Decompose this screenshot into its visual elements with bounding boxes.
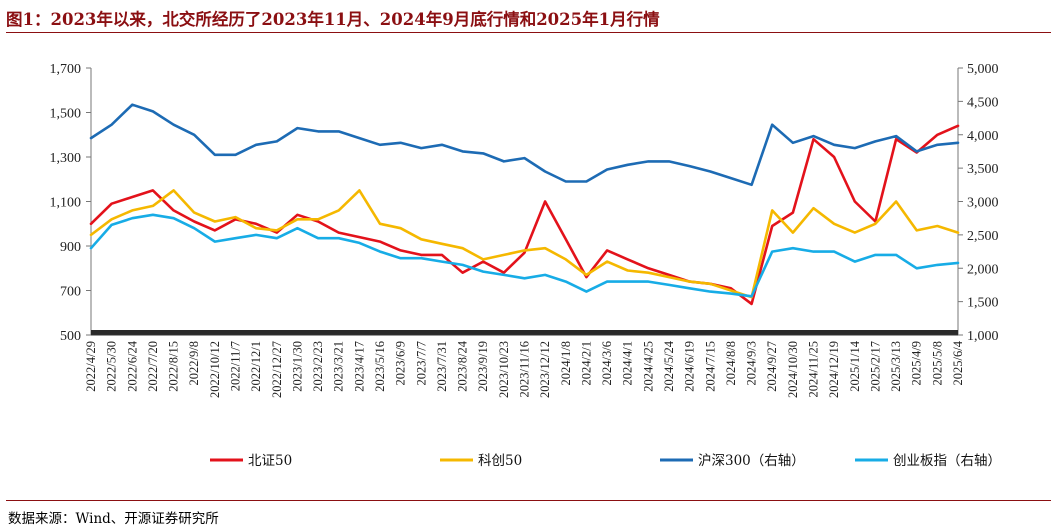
x-tick-label: 2024/3/6 [600, 341, 614, 385]
x-tick-label: 2022/6/24 [125, 340, 139, 391]
x-tick-label: 2024/10/30 [786, 341, 800, 398]
legend: 北证50 科创50 沪深300（右轴） 创业板指（右轴） [210, 453, 1001, 469]
x-tick-label: 2022/12/1 [249, 341, 263, 392]
x-tick-label: 2023/10/23 [497, 341, 511, 398]
x-tick-label: 2023/7/31 [435, 341, 449, 392]
series-line-0 [89, 124, 960, 306]
right-y-axis: 1,000 1,500 2,000 2,500 3,000 3,500 4,000 4,500… [958, 62, 999, 344]
x-tick-label: 2025/6/4 [951, 340, 965, 385]
x-tick-label: 2023/12/12 [538, 341, 552, 398]
right-y-tick-label: 3,000 [967, 196, 999, 211]
right-y-tick-label: 1,500 [967, 296, 999, 311]
series-line-1 [89, 189, 960, 299]
series-line-2 [89, 103, 960, 187]
right-y-tick-label: 3,500 [967, 162, 999, 177]
x-tick-label: 2022/7/20 [146, 341, 160, 392]
x-tick-label: 2025/1/14 [848, 340, 862, 391]
x-tick-label: 2023/9/19 [476, 341, 490, 392]
x-tick-label: 2022/8/15 [167, 341, 181, 392]
x-tick-label: 2024/7/15 [703, 341, 717, 392]
series-lines [89, 103, 960, 306]
x-tick-label: 2024/4/1 [621, 341, 635, 385]
x-tick-label: 2024/9/27 [765, 341, 779, 392]
x-tick-label: 2025/2/17 [868, 341, 882, 392]
left-y-tick-label: 1,500 [50, 107, 82, 122]
left-y-tick-label: 700 [60, 285, 81, 300]
left-y-tick-label: 1,700 [50, 62, 82, 77]
x-tick-label: 2022/9/8 [187, 341, 201, 385]
left-y-axis: 500 700 900 1,100 1,300 1,500 1,700 [50, 62, 91, 344]
x-tick-label: 2022/10/12 [208, 341, 222, 398]
x-tick-label: 2022/5/30 [105, 341, 119, 392]
x-tick-label: 2024/12/19 [827, 341, 841, 398]
title-divider [6, 32, 1051, 33]
plot-frame [90, 68, 959, 336]
right-y-tick-label: 2,000 [967, 262, 999, 277]
left-y-tick-label: 1,300 [50, 151, 82, 166]
x-tick-label: 2023/4/17 [352, 341, 366, 392]
x-tick-label: 2025/5/8 [930, 341, 944, 385]
x-tick-label: 2023/8/24 [456, 340, 470, 391]
x-tick-label: 2022/12/27 [270, 341, 284, 398]
x-tick-label: 2024/1/8 [559, 341, 573, 385]
x-tick-label: 2023/3/21 [332, 341, 346, 392]
x-tick-label: 2024/2/1 [579, 341, 593, 385]
right-y-tick-label: 4,000 [967, 129, 999, 144]
right-y-tick-label: 1,000 [967, 329, 999, 344]
x-tick-label: 2024/8/8 [724, 341, 738, 385]
x-tick-label: 2023/7/7 [414, 341, 428, 385]
x-tick-label: 2024/6/19 [683, 341, 697, 392]
x-tick-label: 2022/11/7 [229, 341, 243, 391]
legend-label-2: 沪深300（右轴） [698, 453, 805, 469]
source-note: 数据来源：Wind、开源证券研究所 [8, 511, 219, 527]
source-divider [6, 500, 1051, 501]
series-line-3 [89, 213, 960, 298]
chart-title: 图1：2023年以来，北交所经历了2023年11月、2024年9月底行情和202… [6, 10, 660, 29]
x-tick-label: 2023/2/23 [311, 341, 325, 392]
x-tick-label: 2024/5/24 [662, 340, 676, 391]
right-y-tick-label: 4,500 [967, 95, 999, 110]
x-tick-label: 2024/9/3 [745, 341, 759, 385]
right-y-tick-label: 2,500 [967, 229, 999, 244]
x-tick-label: 2024/4/25 [641, 341, 655, 392]
left-y-tick-label: 900 [60, 240, 81, 255]
x-tick-label: 2023/6/9 [394, 341, 408, 385]
legend-label-1: 科创50 [478, 453, 522, 469]
left-y-tick-label: 1,100 [50, 196, 82, 211]
left-y-tick-label: 500 [60, 329, 81, 344]
legend-label-0: 北证50 [248, 453, 292, 469]
x-axis-tick-band [91, 330, 958, 335]
x-axis: 2022/4/29 2022/5/30 2022/6/24 2022/7/20 2022… [84, 340, 965, 398]
right-y-tick-label: 5,000 [967, 62, 999, 77]
x-tick-label: 2023/1/30 [290, 341, 304, 392]
x-tick-label: 2025/4/9 [910, 341, 924, 385]
x-tick-label: 2023/5/16 [373, 341, 387, 392]
x-tick-label: 2022/4/29 [84, 341, 98, 392]
legend-label-3: 创业板指（右轴） [893, 453, 1001, 469]
x-tick-label: 2023/11/16 [518, 341, 532, 397]
x-tick-label: 2024/11/25 [807, 341, 821, 397]
x-tick-label: 2025/3/13 [889, 341, 903, 392]
